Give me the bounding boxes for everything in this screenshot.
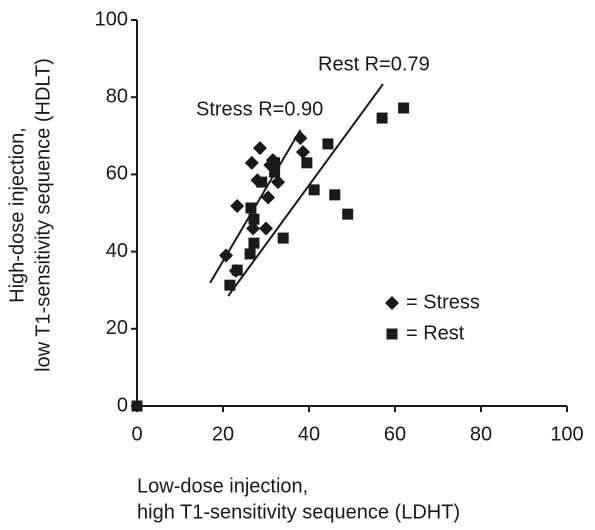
- point: [342, 208, 354, 220]
- x-tick-label: 100: [550, 423, 583, 445]
- point: [219, 248, 234, 263]
- y-tick-label: 100: [95, 8, 128, 30]
- legend-label: = Rest: [406, 322, 465, 344]
- x-tick-label: 60: [384, 423, 406, 445]
- point: [256, 176, 268, 188]
- y-tick-label: 0: [117, 394, 128, 416]
- point: [271, 175, 286, 190]
- x-tick-label: 20: [212, 423, 234, 445]
- y-tick-label: 20: [106, 317, 128, 339]
- point: [301, 157, 313, 169]
- point: [293, 131, 308, 146]
- point: [248, 237, 260, 249]
- point: [398, 102, 410, 114]
- point: [248, 213, 260, 225]
- point: [244, 155, 259, 170]
- legend-marker: [385, 296, 399, 310]
- point: [269, 157, 281, 169]
- point: [277, 232, 289, 244]
- trend-line: [227, 83, 384, 297]
- point: [261, 190, 276, 205]
- point: [269, 166, 281, 178]
- x-tick-label: 80: [470, 423, 492, 445]
- y-axis-label: low T1-sensitivity sequence (HDLT): [32, 58, 54, 372]
- point: [252, 141, 267, 156]
- annotation: Stress R=0.90: [196, 98, 323, 120]
- point: [231, 264, 243, 276]
- point: [244, 248, 256, 260]
- y-tick-label: 40: [106, 240, 128, 262]
- point: [230, 199, 245, 214]
- point: [322, 138, 334, 150]
- point: [245, 202, 257, 214]
- point: [131, 400, 143, 412]
- point: [308, 184, 320, 196]
- y-tick-label: 60: [106, 163, 128, 185]
- x-tick-label: 0: [131, 423, 142, 445]
- annotation: Rest R=0.79: [318, 53, 430, 75]
- y-tick-label: 80: [106, 85, 128, 107]
- point: [259, 221, 273, 236]
- legend-label: = Stress: [406, 291, 480, 313]
- point: [224, 279, 236, 291]
- point: [376, 112, 388, 124]
- y-axis-label: High-dose injection,: [6, 127, 28, 303]
- point: [295, 145, 310, 160]
- x-axis-label: high T1-sensitivity sequence (LDHT): [137, 501, 460, 523]
- x-tick-label: 40: [298, 423, 320, 445]
- x-axis-label: Low-dose injection,: [137, 475, 308, 497]
- legend-marker: [386, 328, 398, 340]
- point: [246, 221, 261, 236]
- point: [329, 189, 341, 201]
